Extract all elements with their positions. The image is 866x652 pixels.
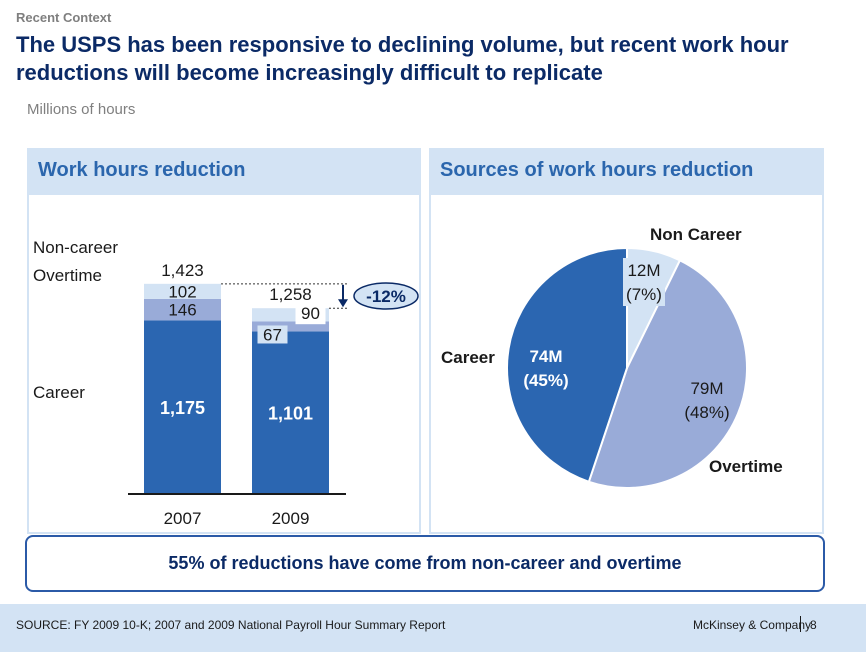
change-arrow-head [338, 299, 348, 308]
pie-value-non-career: 12M [627, 261, 660, 280]
bar-label-noncareer-2009: 90 [301, 304, 320, 323]
bar-overtime-2007 [144, 298, 221, 321]
pie-slice-career [506, 246, 628, 484]
sources-panel-header: Sources of work hours reduction [431, 150, 822, 195]
pie-pct-career: (45%) [523, 371, 568, 390]
bar-non-career-2007 [144, 283, 221, 299]
brand-name: McKinsey & Company [692, 618, 811, 632]
bar-overtime-2009 [252, 321, 329, 332]
pie-pct-non-career: (7%) [626, 285, 662, 304]
footer-divider [800, 616, 801, 632]
unit-label: Millions of hours [27, 101, 136, 118]
callout-text: 55% of reductions have come from non-car… [168, 553, 682, 573]
bar-career-2007 [144, 320, 221, 494]
bar-career-2009 [252, 331, 329, 494]
x-tick-2009: 2009 [272, 509, 310, 528]
pie-chart-title: Sources of work hours reduction [440, 159, 754, 181]
pie-value-overtime: 79M [690, 379, 723, 398]
bar-label-noncareer-2007: 102 [168, 282, 196, 301]
pie-label-box-non-career [623, 258, 665, 306]
bar-label-box-noncareer-2009 [295, 302, 326, 325]
bar-chart-title: Work hours reduction [38, 159, 246, 181]
pie-value-career: 74M [529, 347, 562, 366]
series-label-career: Career [33, 383, 85, 402]
bar-label-overtime-2007: 146 [168, 301, 196, 320]
bar-total-2009: 1,258 [269, 285, 312, 304]
footer: SOURCE: FY 2009 10-K; 2007 and 2009 Nati… [0, 604, 866, 652]
pie-pct-overtime: (48%) [684, 403, 729, 422]
pie-slice-overtime [587, 258, 748, 489]
change-badge-label: -12% [366, 287, 406, 306]
x-tick-2007: 2007 [164, 509, 202, 528]
bar-label-overtime-2009: 67 [263, 325, 282, 344]
pie-name-overtime: Overtime [709, 457, 783, 476]
page-number: 8 [810, 618, 817, 632]
kicker: Recent Context [16, 10, 112, 25]
pie-name-career: Career [441, 348, 495, 367]
pie-name-non-career: Non Career [650, 225, 742, 244]
page-title: The USPS has been responsive to declinin… [16, 32, 789, 85]
work-hours-panel-header: Work hours reduction [29, 150, 419, 195]
change-badge [353, 282, 419, 310]
work-hours-panel: Work hours reduction [27, 148, 421, 534]
bar-total-2007: 1,423 [161, 261, 204, 280]
bar-label-career-2007: 1,175 [160, 398, 205, 418]
callout-box: 55% of reductions have come from non-car… [25, 535, 825, 592]
source-note: SOURCE: FY 2009 10-K; 2007 and 2009 Nati… [16, 618, 446, 632]
series-label-overtime: Overtime [33, 266, 102, 285]
series-label-non-career: Non-career [33, 238, 118, 257]
bar-label-box-overtime-2009 [257, 325, 288, 344]
bar-label-career-2009: 1,101 [268, 404, 313, 424]
